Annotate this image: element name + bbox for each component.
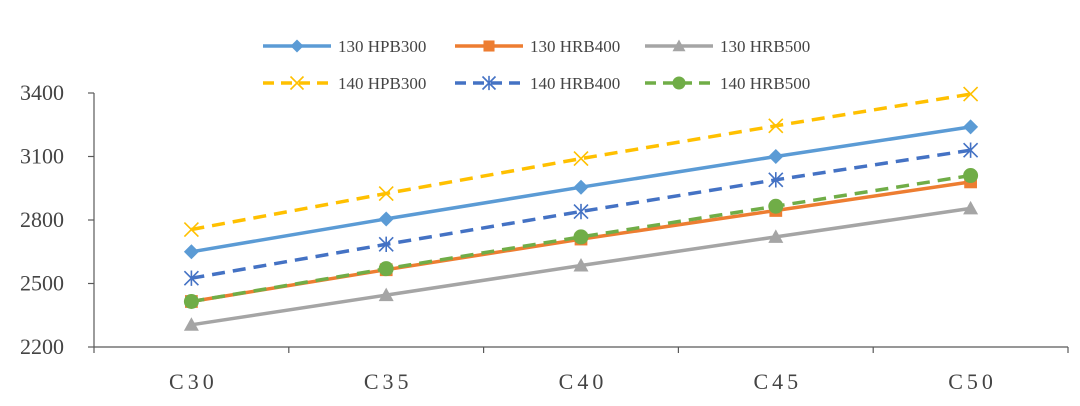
legend: 130 HPB300 130 HRB400 130 HRB500 140 HPB300… bbox=[263, 37, 810, 93]
x-tick-label: C50 bbox=[948, 369, 997, 394]
legend-label: 130 HPB300 bbox=[338, 37, 426, 56]
series-line bbox=[191, 92, 971, 232]
y-tick-label: 2500 bbox=[20, 271, 64, 296]
series-140-hrb500 bbox=[183, 168, 979, 309]
x-tick-label: C30 bbox=[169, 369, 218, 394]
data-point bbox=[483, 40, 495, 52]
data-point bbox=[963, 168, 979, 184]
data-point bbox=[290, 39, 304, 53]
series-140-hrb400 bbox=[183, 142, 979, 286]
data-point bbox=[183, 317, 199, 331]
x-tick-label: C40 bbox=[559, 369, 608, 394]
data-point bbox=[573, 203, 589, 220]
data-point bbox=[183, 221, 199, 238]
data-point bbox=[768, 229, 784, 243]
data-point bbox=[768, 118, 784, 134]
y-tick-label: 2800 bbox=[20, 207, 64, 232]
legend-item: 130 HPB300 bbox=[263, 37, 426, 56]
data-point bbox=[573, 151, 589, 167]
y-tick-label: 2200 bbox=[20, 334, 64, 359]
legend-item: 130 HRB500 bbox=[645, 37, 810, 56]
series-line bbox=[191, 173, 971, 304]
data-point bbox=[183, 293, 199, 309]
legend-item: 140 HRB500 bbox=[645, 74, 810, 93]
series-140-hpb300 bbox=[183, 86, 979, 238]
axes: 2200 2500 2800 3100 3400 C30 C35 C40 C45 C50 bbox=[20, 80, 1069, 394]
data-point bbox=[378, 261, 394, 277]
data-point bbox=[963, 86, 979, 102]
legend-label: 140 HRB400 bbox=[530, 74, 620, 93]
legend-label: 130 HRB500 bbox=[720, 37, 810, 56]
legend-item: 140 HRB400 bbox=[455, 74, 620, 93]
series-lines bbox=[183, 86, 979, 331]
data-point bbox=[573, 179, 589, 195]
series-130-hpb300 bbox=[183, 119, 979, 260]
x-tick-label: C45 bbox=[753, 369, 802, 394]
legend-item: 130 HRB400 bbox=[455, 37, 620, 56]
data-point bbox=[768, 172, 784, 188]
legend-item: 140 HPB300 bbox=[263, 74, 426, 93]
legend-label: 130 HRB400 bbox=[530, 37, 620, 56]
data-point bbox=[289, 75, 305, 91]
data-point bbox=[768, 198, 784, 214]
data-point bbox=[963, 119, 979, 135]
data-point bbox=[768, 149, 784, 164]
data-point bbox=[573, 258, 589, 272]
y-tick-label: 3100 bbox=[20, 144, 64, 169]
data-point bbox=[672, 76, 686, 90]
series-130-hrb500 bbox=[183, 200, 979, 331]
x-tick-label: C35 bbox=[364, 369, 413, 394]
legend-label: 140 HRB500 bbox=[720, 74, 810, 93]
data-point bbox=[183, 270, 199, 286]
series-line bbox=[191, 148, 971, 280]
data-point bbox=[378, 211, 394, 227]
data-point bbox=[573, 229, 589, 245]
data-point bbox=[672, 39, 686, 52]
data-point bbox=[378, 236, 394, 253]
data-point bbox=[963, 200, 979, 215]
data-point bbox=[963, 142, 979, 158]
data-point bbox=[481, 75, 497, 91]
legend-label: 140 HPB300 bbox=[338, 74, 426, 93]
data-point bbox=[378, 185, 394, 202]
y-tick-label: 3400 bbox=[20, 80, 64, 105]
data-point bbox=[378, 287, 394, 302]
data-point bbox=[183, 244, 199, 260]
